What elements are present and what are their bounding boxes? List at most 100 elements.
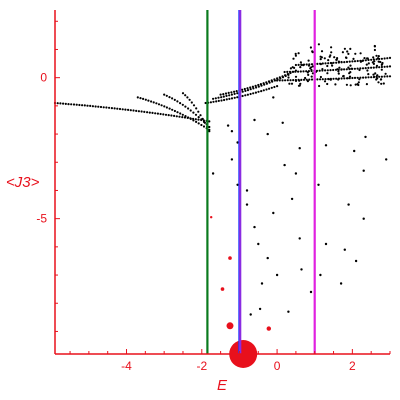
data-point: [370, 66, 373, 69]
data-point: [266, 256, 269, 260]
x-tick-label: -2: [196, 359, 207, 373]
data-point: [383, 57, 386, 60]
data-point: [197, 122, 200, 125]
data-point: [340, 60, 343, 64]
data-point: [142, 97, 145, 100]
data-point: [137, 110, 140, 113]
data-point: [260, 282, 264, 285]
data-point: [309, 67, 312, 70]
data-point: [143, 110, 146, 113]
data-point: [170, 114, 173, 117]
data-point: [326, 82, 329, 86]
data-point: [187, 107, 190, 110]
data-point: [380, 75, 383, 78]
data-point: [259, 83, 262, 86]
data-point: [178, 115, 181, 118]
data-point: [318, 69, 321, 72]
data-point: [190, 101, 193, 104]
data-point: [353, 60, 357, 63]
data-point: [302, 78, 306, 81]
data-point: [359, 76, 362, 79]
data-point: [349, 64, 352, 67]
data-point: [354, 52, 357, 55]
data-point: [321, 78, 324, 81]
data-point: [281, 121, 284, 125]
data-point: [192, 111, 195, 114]
data-point: [319, 75, 322, 79]
data-point: [302, 64, 305, 67]
data-point: [257, 242, 260, 246]
data-point: [223, 98, 226, 102]
data-point: [219, 93, 222, 96]
data-point: [265, 81, 268, 84]
data-point: [197, 116, 200, 119]
data-point: [283, 70, 286, 74]
data-point: [343, 68, 346, 71]
data-point: [300, 63, 303, 66]
data-point: [124, 108, 127, 111]
data-point: [340, 77, 343, 80]
data-point: [233, 96, 236, 99]
data-point: [116, 107, 119, 110]
data-point: [127, 108, 130, 111]
data-point: [173, 109, 176, 113]
data-point: [342, 75, 345, 78]
data-point: [209, 101, 212, 104]
data-point: [121, 108, 124, 111]
data-point: [197, 118, 200, 121]
data-point: [249, 86, 252, 89]
data-point: [86, 104, 89, 107]
data-point: [155, 102, 158, 105]
data-point: [253, 225, 256, 229]
data-point: [154, 112, 157, 115]
data-point: [291, 70, 294, 73]
data-point: [311, 72, 314, 75]
data-point: [290, 82, 294, 85]
data-point: [278, 79, 281, 82]
vertical-lines: [206, 10, 316, 354]
data-point: [327, 78, 330, 81]
data-point: [326, 69, 329, 72]
data-point: [324, 62, 327, 65]
data-point: [230, 93, 233, 96]
data-point: [292, 79, 295, 82]
data-point: [356, 67, 359, 70]
data-point: [384, 72, 387, 75]
data-point: [309, 46, 312, 49]
data-point: [299, 82, 302, 85]
data-point: [372, 62, 375, 65]
data-point: [140, 110, 143, 113]
data-point: [318, 84, 321, 88]
data-point: [291, 66, 294, 69]
data-point: [385, 158, 388, 161]
data-point: [317, 43, 320, 46]
data-point: [287, 76, 290, 79]
data-point: [383, 65, 386, 68]
highlight-point: [220, 287, 225, 291]
data-point: [345, 60, 349, 64]
data-point: [245, 189, 249, 192]
data-point: [257, 83, 260, 87]
data-point: [224, 92, 228, 95]
data-point: [320, 56, 323, 59]
x-axis-title: E: [217, 377, 228, 394]
data-point: [380, 65, 383, 69]
data-point: [332, 77, 335, 80]
data-point: [202, 125, 206, 128]
data-point: [340, 68, 343, 71]
data-point: [64, 102, 67, 105]
data-point: [337, 72, 340, 75]
data-point: [364, 67, 367, 70]
data-point: [324, 69, 327, 72]
data-point: [187, 116, 190, 119]
data-point: [286, 79, 289, 82]
data-point: [181, 103, 184, 106]
data-point: [380, 78, 383, 81]
data-point: [316, 78, 319, 81]
data-point: [189, 109, 192, 112]
data-point: [345, 68, 348, 71]
data-point: [91, 105, 94, 108]
data-point: [319, 273, 322, 277]
data-point: [373, 45, 376, 48]
